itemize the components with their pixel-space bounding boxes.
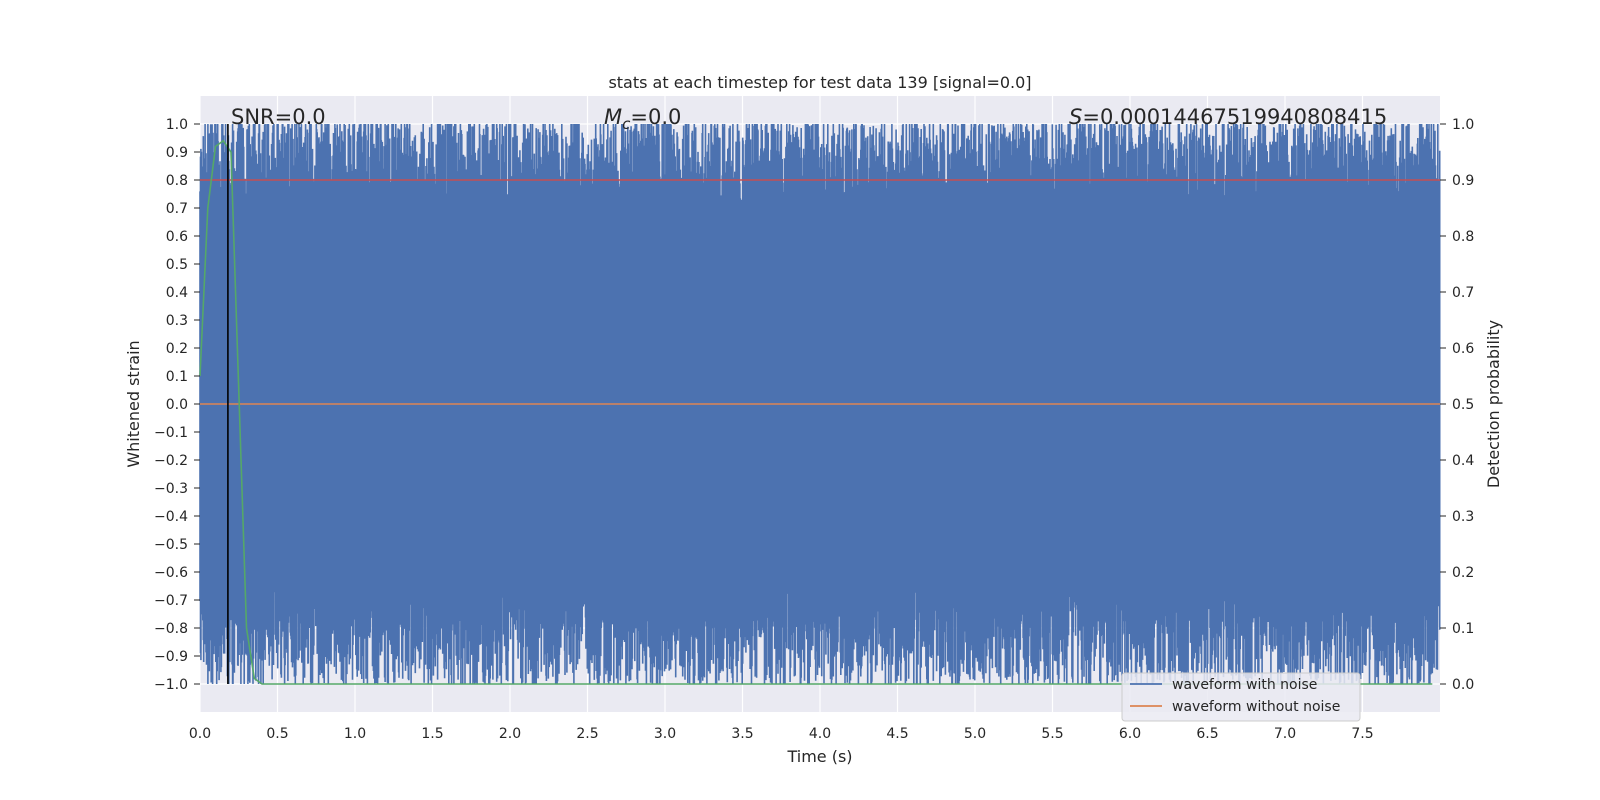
x-tick-label: 7.5 (1351, 726, 1373, 742)
left-tick-label: 0.6 (166, 229, 188, 245)
x-tick-label: 2.0 (499, 726, 521, 742)
s-annotation: S=0.00014467519940808415 (1069, 105, 1387, 129)
mc-value: =0.0 (630, 105, 681, 129)
x-tick-label: 1.0 (344, 726, 366, 742)
waveform-with-noise-series (199, 123, 1441, 685)
left-tick-label: −0.8 (154, 621, 188, 637)
left-tick-label: −0.9 (154, 649, 188, 665)
x-tick-label: 4.5 (886, 726, 908, 742)
left-tick-label: 0.8 (166, 173, 188, 189)
right-tick-label: 0.9 (1452, 173, 1474, 189)
right-tick-label: 0.5 (1452, 397, 1474, 413)
x-tick-label: 0.0 (189, 726, 211, 742)
left-tick-label: −1.0 (154, 677, 188, 693)
x-tick-label: 6.5 (1196, 726, 1218, 742)
x-tick-label: 2.5 (576, 726, 598, 742)
left-tick-label: −0.1 (154, 425, 188, 441)
left-tick-label: 0.7 (166, 201, 188, 217)
right-tick-label: 0.8 (1452, 229, 1474, 245)
mc-annotation: Mc=0.0 (604, 105, 681, 133)
right-tick-label: 1.0 (1452, 117, 1474, 133)
left-tick-label: −0.6 (154, 565, 188, 581)
left-tick-label: −0.5 (154, 537, 188, 553)
left-tick-label: −0.2 (154, 453, 188, 469)
x-tick-label: 1.5 (421, 726, 443, 742)
mc-subscript: c (622, 115, 631, 133)
left-tick-label: −0.7 (154, 593, 188, 609)
legend: waveform with noise waveform without noi… (1121, 672, 1361, 722)
right-tick-label: 0.0 (1452, 677, 1474, 693)
legend-box (1121, 672, 1361, 722)
right-tick-label: 0.3 (1452, 509, 1474, 525)
s-symbol: S (1069, 105, 1082, 129)
left-tick-label: 0.5 (166, 257, 188, 273)
legend-label-clean: waveform without noise (1172, 699, 1340, 715)
left-tick-label: 0.2 (166, 341, 188, 357)
ticks: 0.0 0.5 1.0 1.5 2.0 2.5 3.0 3.5 4.0 4.5 5.0 5.5 6.0 6… (154, 117, 1474, 742)
left-tick-label: 0.3 (166, 313, 188, 329)
right-tick-label: 0.1 (1452, 621, 1474, 637)
y-axis-label-right: Detection probability (1484, 320, 1503, 488)
x-tick-label: 0.5 (266, 726, 288, 742)
noise-waveform-line (199, 123, 1441, 685)
detection-probability-line (199, 139, 1433, 685)
x-tick-label: 3.0 (654, 726, 676, 742)
chart-title: stats at each timestep for test data 139… (608, 73, 1031, 92)
right-tick-label: 0.6 (1452, 341, 1474, 357)
right-tick-label: 0.7 (1452, 285, 1474, 301)
left-tick-label: −0.3 (154, 481, 188, 497)
left-tick-label: 0.9 (166, 145, 188, 161)
x-axis-label: Time (s) (786, 747, 852, 766)
x-tick-label: 5.0 (964, 726, 986, 742)
mc-symbol: M (604, 105, 622, 129)
x-tick-label: 6.0 (1119, 726, 1141, 742)
left-tick-label: 1.0 (166, 117, 188, 133)
x-tick-label: 7.0 (1274, 726, 1296, 742)
left-tick-label: 0.0 (166, 397, 188, 413)
right-tick-label: 0.4 (1452, 453, 1474, 469)
x-tick-label: 5.5 (1041, 726, 1063, 742)
left-tick-label: 0.1 (166, 369, 188, 385)
y-axis-label-left: Whitened strain (124, 340, 143, 467)
overlays (199, 124, 1440, 685)
right-tick-label: 0.2 (1452, 565, 1474, 581)
legend-label-noise: waveform with noise (1172, 677, 1317, 693)
left-tick-label: 0.4 (166, 285, 188, 301)
s-value: =0.00014467519940808415 (1082, 105, 1387, 129)
x-tick-label: 3.5 (731, 726, 753, 742)
left-tick-label: −0.4 (154, 509, 188, 525)
snr-annotation: SNR=0.0 (231, 105, 326, 129)
x-tick-label: 4.0 (809, 726, 831, 742)
